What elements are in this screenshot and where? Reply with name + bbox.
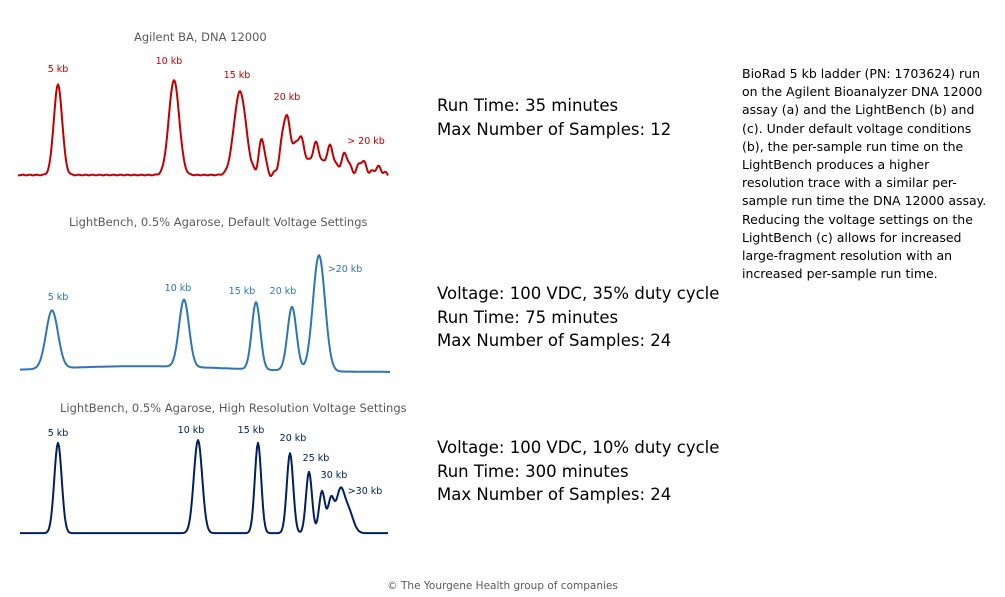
- peak-label: 30 kb: [321, 470, 348, 481]
- figure-caption: BioRad 5 kb ladder (PN: 1703624) run on …: [742, 66, 987, 282]
- peak-label: > 20 kb: [347, 136, 385, 147]
- peak-label: 10 kb: [156, 56, 183, 67]
- peak-label: 10 kb: [178, 425, 205, 436]
- peak-label: 25 kb: [303, 453, 330, 464]
- peak-label: 10 kb: [165, 283, 192, 294]
- run-info-line: Max Number of Samples: 24: [437, 485, 672, 504]
- run-info-line: Voltage: 100 VDC, 35% duty cycle: [437, 284, 720, 303]
- run-info-line: Voltage: 100 VDC, 10% duty cycle: [437, 438, 720, 457]
- peak-label: 15 kb: [229, 286, 256, 297]
- peak-label: >30 kb: [348, 486, 383, 497]
- run-info-lightbench-default: Voltage: 100 VDC, 35% duty cycle Run Tim…: [437, 282, 719, 353]
- trace-chart-lightbench-default: 5 kb 10 kb 15 kb 20 kb >20 kb: [20, 254, 390, 373]
- trace-line: [20, 254, 390, 373]
- run-info-line: Run Time: 300 minutes: [437, 461, 629, 481]
- peak-label: 20 kb: [280, 433, 307, 444]
- chart-title-lightbench-highres: LightBench, 0.5% Agarose, High Resolutio…: [60, 401, 407, 415]
- chart-title-lightbench-default: LightBench, 0.5% Agarose, Default Voltag…: [69, 215, 368, 229]
- trace-line: [17, 79, 389, 178]
- peak-label: 20 kb: [274, 92, 301, 103]
- trace-chart-agilent: 5 kb 10 kb 15 kb 20 kb > 20 kb: [17, 56, 389, 178]
- peak-label: 5 kb: [48, 428, 69, 439]
- run-info-line: Run Time: 35 minutes: [437, 96, 619, 115]
- run-info-agilent: Run Time: 35 minutes Max Number of Sampl…: [437, 94, 671, 141]
- peak-label: 5 kb: [48, 292, 69, 303]
- peak-label: 15 kb: [224, 70, 251, 81]
- peak-label: 20 kb: [270, 286, 297, 297]
- peak-label: 5 kb: [48, 64, 69, 75]
- copyright-footer: © The Yourgene Health group of companies: [387, 580, 618, 592]
- trace-line: [20, 439, 388, 535]
- peak-label: >20 kb: [328, 264, 363, 275]
- run-info-lightbench-highres: Voltage: 100 VDC, 10% duty cycle Run Tim…: [437, 436, 719, 507]
- peak-label: 15 kb: [238, 425, 265, 436]
- run-info-line: Max Number of Samples: 24: [437, 331, 672, 350]
- chart-title-agilent: Agilent BA, DNA 12000: [134, 30, 267, 44]
- run-info-line: Max Number of Samples: 12: [437, 119, 672, 139]
- run-info-line: Run Time: 75 minutes: [437, 307, 619, 327]
- trace-chart-lightbench-highres: 5 kb 10 kb 15 kb 20 kb 25 kb 30 kb>30 kb: [20, 425, 388, 535]
